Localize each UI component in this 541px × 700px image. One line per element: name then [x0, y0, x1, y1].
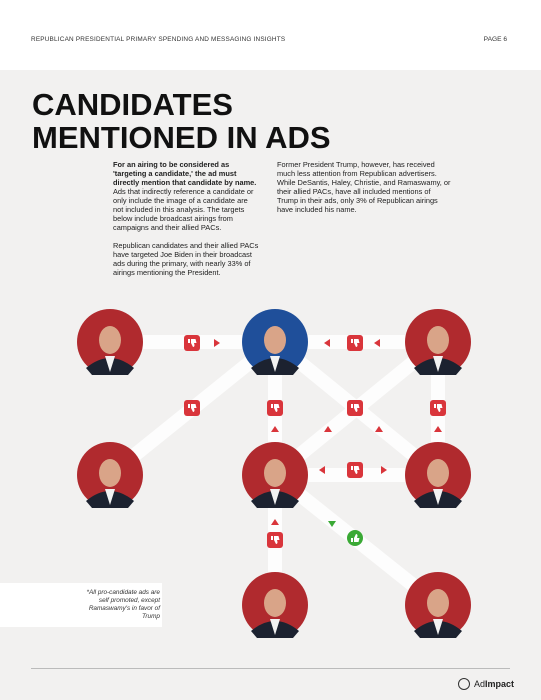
section-title: CANDIDATES MENTIONED IN ADS [32, 88, 331, 154]
shirt [270, 619, 280, 635]
logo-mark [458, 678, 470, 690]
face [427, 326, 449, 354]
face [264, 459, 286, 487]
candidate-photo [77, 442, 143, 508]
thumbs-down [347, 335, 363, 351]
face [264, 589, 286, 617]
shirt [105, 356, 115, 372]
left-column: For an airing to be considered as 'targe… [113, 160, 259, 286]
title-line: MENTIONED IN ADS [32, 120, 331, 155]
thumb-icon [434, 404, 443, 412]
thumb-icon [351, 466, 360, 474]
candidate-photo [242, 572, 308, 638]
face [99, 459, 121, 487]
paragraph: Former President Trump, however, has rec… [277, 160, 451, 214]
face [99, 326, 121, 354]
candidate-photo [405, 572, 471, 638]
header-title: REPUBLICAN PRESIDENTIAL PRIMARY SPENDING… [31, 36, 286, 43]
right-column: Former President Trump, however, has rec… [277, 160, 453, 223]
thumbs-down [347, 400, 363, 416]
page-number: PAGE 6 [483, 36, 507, 43]
face [264, 326, 286, 354]
header-band [0, 0, 541, 70]
thumb-icon [351, 404, 360, 412]
arrows [214, 339, 442, 525]
thumbs-down [267, 400, 283, 416]
thumbs-down [430, 400, 446, 416]
shirt [433, 356, 443, 372]
footnote: *All pro-candidate ads are self promoted… [86, 589, 160, 620]
arrow [328, 521, 336, 527]
footnote-box [0, 583, 162, 627]
shirt [433, 489, 443, 505]
body: Ads that indirectly reference a candidat… [113, 187, 254, 232]
thumb-icon [351, 339, 360, 347]
shirt [105, 489, 115, 505]
title-line: CANDIDATES [32, 87, 233, 122]
thumb-icon [271, 404, 280, 412]
thumbs-up [347, 530, 363, 546]
thumb-icon [188, 404, 197, 412]
shirt [433, 619, 443, 635]
paragraph: Republican candidates and their allied P… [113, 241, 259, 277]
face [427, 459, 449, 487]
candidate-photo [405, 309, 471, 375]
logo-prefix: Ad [474, 679, 486, 689]
thumb-icon [188, 339, 197, 347]
logo: AdImpact [474, 679, 514, 689]
logo-name: Impact [485, 679, 515, 689]
thumbs-down [184, 335, 200, 351]
thumbs-down [347, 462, 363, 478]
thumb-icon [351, 534, 360, 542]
thumb-icon [271, 536, 280, 544]
thumbs-down [267, 532, 283, 548]
candidate-photo [242, 309, 308, 375]
footer-rule [31, 668, 510, 669]
paragraph: For an airing to be considered as 'targe… [113, 160, 259, 232]
thumbs-down [184, 400, 200, 416]
candidate-photo [405, 442, 471, 508]
shirt [270, 356, 280, 372]
face [427, 589, 449, 617]
candidate-photo [77, 309, 143, 375]
shirt [270, 489, 280, 505]
lead: For an airing to be considered as 'targe… [113, 160, 257, 187]
candidate-photo [242, 442, 308, 508]
